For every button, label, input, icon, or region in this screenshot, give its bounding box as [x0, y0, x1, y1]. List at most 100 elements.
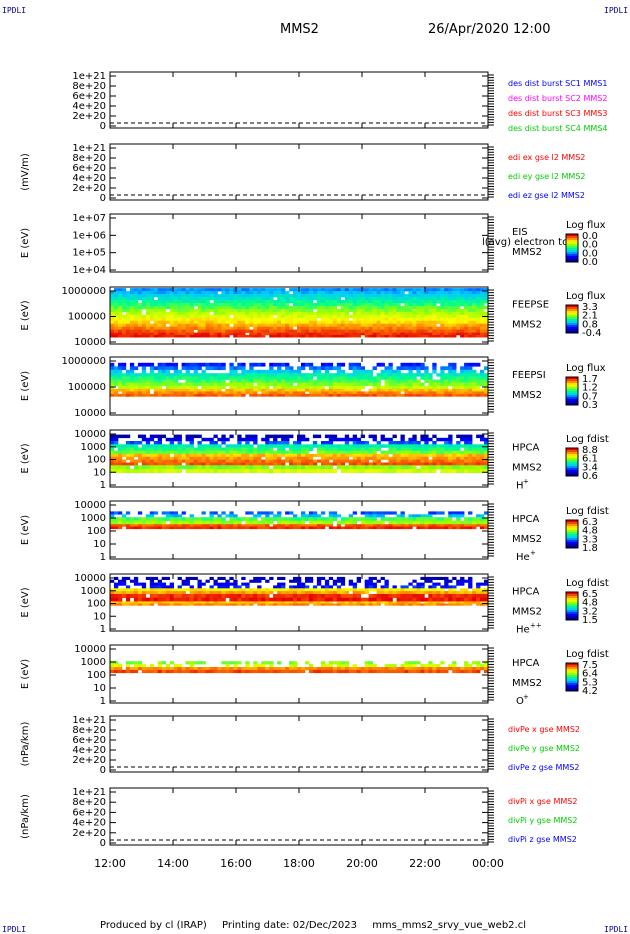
spectrogram-cell [118, 603, 123, 606]
spectrogram-cell [181, 334, 186, 338]
spectrogram-cell [197, 393, 202, 397]
y-tick-label: 1000000 [61, 356, 106, 367]
spectrogram-cell [460, 514, 465, 518]
spectrogram-cell [320, 391, 326, 395]
spectrogram-cell [432, 362, 437, 367]
spectrogram-cell [153, 366, 159, 371]
spectrogram-cell [448, 591, 453, 595]
spectrogram-cell [468, 334, 473, 338]
spectrogram-cell [189, 379, 194, 383]
spectrogram-cell [484, 465, 489, 470]
spectrogram-cell [336, 288, 342, 292]
spectrogram-cell [118, 444, 123, 448]
spectrogram-cell [201, 447, 206, 451]
spectrogram-cell [444, 385, 449, 390]
spectrogram-cell [384, 385, 389, 390]
spectrogram-cell [384, 594, 389, 598]
spectrogram-cell [114, 305, 119, 310]
spectrogram-cell [428, 465, 433, 470]
spectrogram-cell [181, 520, 186, 525]
spectrogram-cell [145, 326, 151, 330]
spectrogram-cell [464, 441, 469, 445]
spectrogram-cell [404, 308, 409, 313]
spectrogram-cell [380, 317, 385, 322]
spectrogram-cell [428, 469, 433, 473]
spectrogram-cell [428, 514, 433, 518]
spectrogram-cell [332, 393, 338, 397]
spectrogram-cell [173, 320, 178, 324]
spectrogram-cell [217, 305, 222, 310]
spectrogram-cell [340, 526, 346, 530]
spectrogram-cell [344, 288, 350, 292]
spectrogram-cell [332, 297, 338, 301]
spectrogram-cell [125, 332, 131, 336]
spectrogram-cell [165, 591, 170, 595]
spectrogram-cell [368, 297, 373, 301]
spectrogram-cell [480, 288, 485, 292]
spectrogram-cell [328, 305, 334, 310]
spectrogram-cell [424, 469, 429, 473]
spectrogram-cell [368, 465, 373, 470]
spectrogram-cell [177, 382, 182, 386]
spectrogram-cell [408, 582, 413, 586]
spectrogram-cell [277, 373, 282, 377]
spectrogram-cell [114, 373, 119, 377]
spectrogram-cell [257, 303, 262, 307]
spectrogram-cell [340, 388, 346, 392]
spectrogram-cell [460, 329, 465, 333]
spectrogram-cell [141, 465, 147, 470]
spectrogram-cell [229, 511, 234, 515]
spectrogram-cell [137, 594, 143, 598]
spectrogram-cell [225, 393, 230, 397]
spectrogram-cell [352, 294, 357, 298]
spectrogram-cell [153, 434, 159, 439]
spectrogram-cell [420, 591, 425, 595]
spectrogram-cell [245, 511, 250, 515]
spectrogram-cell [289, 517, 294, 521]
spectrogram-cell [384, 291, 389, 295]
spectrogram-cell [273, 444, 278, 448]
spectrogram-cell [336, 385, 342, 390]
spectrogram-cell [328, 594, 334, 598]
spectrogram-cell [400, 591, 405, 595]
spectrogram-cell [129, 441, 135, 445]
spectrogram-cell [201, 594, 206, 598]
spectrogram-cell [396, 465, 401, 470]
spectrogram-cell [277, 459, 282, 463]
spectrogram-cell [165, 444, 170, 448]
spectrogram-cell [404, 594, 409, 598]
spectrogram-cell [201, 376, 206, 380]
spectrogram-cell [221, 524, 226, 527]
spectrogram-cell [233, 291, 238, 295]
spectrogram-cell [181, 326, 186, 330]
spectrogram-cell [388, 520, 393, 525]
spectrogram-cell [181, 511, 186, 515]
spectrogram-cell [308, 382, 314, 386]
spectrogram-cell [261, 300, 266, 304]
spectrogram-cell [480, 311, 485, 316]
spectrogram-cell [265, 314, 270, 319]
spectrogram-cell [249, 437, 254, 442]
spectrogram-cell [285, 520, 290, 525]
spectrogram-cell [118, 385, 123, 390]
spectrogram-cell [348, 526, 353, 530]
spectrogram-cell [273, 450, 278, 455]
spectrogram-cell [293, 514, 298, 518]
spectrogram-cell [297, 369, 302, 374]
spectrogram-cell [480, 469, 485, 473]
spectrogram-cell [424, 294, 429, 298]
spectrogram-cell [388, 300, 393, 304]
spectrogram-cell [185, 462, 190, 466]
spectrogram-cell [261, 329, 266, 333]
spectrogram-cell [412, 579, 417, 583]
spectrogram-cell [420, 391, 425, 395]
spectrogram-cell [332, 434, 338, 439]
spectrogram-cell [149, 456, 155, 460]
spectrogram-cell [285, 434, 290, 439]
spectrogram-cell [197, 579, 202, 583]
spectrogram-cell [297, 366, 302, 371]
spectrogram-cell [181, 465, 186, 470]
spectrogram-cell [173, 366, 178, 371]
spectrogram-cell [344, 437, 350, 442]
spectrogram-cell [464, 588, 469, 592]
